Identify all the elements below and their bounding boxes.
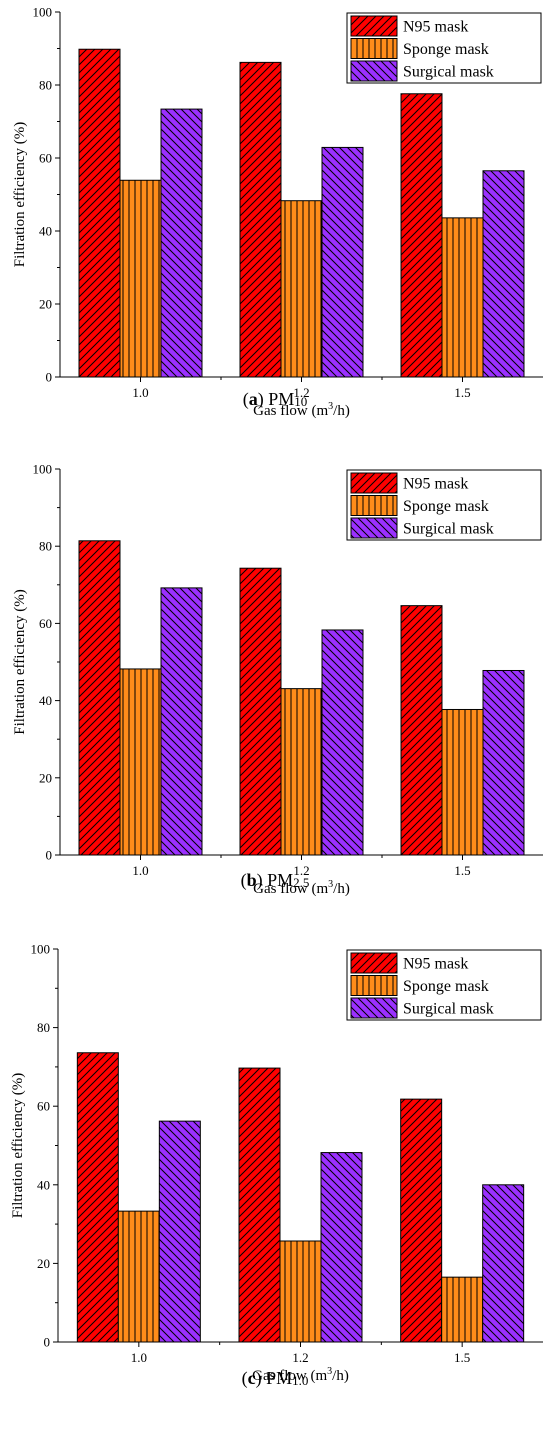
legend-label-surgical: Surgical mask — [403, 1001, 494, 1018]
legend-swatch-sponge — [350, 495, 398, 516]
y-axis-label: Filtration efficiency (%) — [12, 589, 28, 735]
legend-label-n95: N95 mask — [403, 19, 468, 36]
y-tick-label: 20 — [39, 297, 52, 312]
legend-label-sponge: Sponge mask — [403, 978, 489, 995]
legend-label-sponge: Sponge mask — [403, 41, 489, 58]
legend-swatch-sponge — [350, 975, 398, 996]
bar-sponge-2 — [279, 1240, 322, 1343]
bar-surgical-3 — [482, 170, 525, 378]
bar-sponge-3 — [441, 1276, 484, 1343]
legend: N95 mask Sponge mask Surgical mask — [346, 12, 542, 84]
bar-n95-3 — [400, 1098, 443, 1343]
y-tick-label: 80 — [39, 78, 52, 93]
y-tick-label: 0 — [44, 1335, 51, 1350]
bar-sponge-1 — [117, 1210, 160, 1343]
bar-n95-2 — [238, 1067, 281, 1343]
legend-swatch-n95 — [350, 952, 398, 974]
legend-label-surgical: Surgical mask — [403, 521, 494, 538]
x-axis-label: Gas flow (m3/h) — [253, 879, 350, 897]
y-tick-label: 80 — [37, 1020, 50, 1035]
y-tick-label: 40 — [37, 1177, 50, 1192]
x-tick-label: 1.5 — [454, 1350, 470, 1365]
x-tick-label: 1.0 — [132, 385, 148, 400]
panel-caption: (c) PM1.0 — [242, 1368, 309, 1389]
bar-sponge-3 — [441, 217, 484, 378]
bar-surgical-2 — [320, 1152, 363, 1343]
bar-sponge-3 — [441, 708, 484, 856]
y-tick-label: 100 — [33, 462, 53, 477]
bar-n95-3 — [400, 93, 443, 378]
y-tick-label: 0 — [46, 848, 53, 863]
legend-swatch-surgical — [350, 997, 398, 1019]
y-tick-label: 40 — [39, 224, 52, 239]
chart-c: 0 20 40 60 80 100 1.0 1.2 1.5 Gas flow (m3/h) Filt… — [10, 942, 543, 1389]
y-tick-label: 100 — [31, 942, 51, 957]
bar-surgical-2 — [321, 629, 364, 856]
panel-caption: (a) PM10 — [243, 389, 308, 410]
legend-label-n95: N95 mask — [403, 476, 468, 493]
bar-sponge-2 — [280, 688, 323, 856]
bar-sponge-1 — [119, 668, 162, 856]
y-axis-label: Filtration efficiency (%) — [10, 1073, 26, 1219]
legend-swatch-surgical — [350, 517, 398, 539]
x-tick-label: 1.0 — [132, 863, 148, 878]
chart-a: 0 20 40 60 80 100 1.0 1.2 1.5 Gas flow (m3/h) Filt… — [12, 5, 543, 419]
bar-surgical-3 — [482, 1184, 525, 1343]
panel-caption: (b) PM2.5 — [241, 870, 310, 891]
y-tick-label: 0 — [46, 370, 53, 385]
bar-surgical-3 — [482, 669, 525, 856]
bar-surgical-1 — [158, 1120, 201, 1343]
legend-swatch-surgical — [350, 60, 398, 82]
bar-n95-2 — [239, 567, 282, 856]
x-tick-label: 1.2 — [293, 385, 309, 400]
x-tick-label: 1.2 — [292, 1350, 308, 1365]
charts-container: 0 20 40 60 80 100 1.0 1.2 1.5 Gas flow (m3/h) Filt… — [10, 5, 543, 1389]
y-tick-label: 80 — [39, 539, 52, 554]
y-tick-label: 100 — [33, 5, 53, 20]
legend-swatch-sponge — [350, 38, 398, 59]
bar-surgical-1 — [160, 108, 203, 378]
legend-label-n95: N95 mask — [403, 956, 468, 973]
bar-sponge-1 — [119, 179, 162, 378]
y-axis-label: Filtration efficiency (%) — [12, 122, 28, 268]
y-tick-label: 40 — [39, 693, 52, 708]
x-tick-label: 1.5 — [454, 863, 470, 878]
bar-n95-1 — [78, 540, 121, 856]
y-tick-label: 60 — [39, 151, 52, 166]
x-tick-label: 1.0 — [131, 1350, 147, 1365]
bar-n95-2 — [239, 61, 282, 378]
legend-label-surgical: Surgical mask — [403, 64, 494, 81]
y-tick-label: 20 — [37, 1256, 50, 1271]
bar-n95-1 — [78, 48, 121, 378]
x-tick-label: 1.5 — [454, 385, 470, 400]
x-axis-label: Gas flow (m3/h) — [252, 1366, 349, 1384]
y-tick-label: 60 — [37, 1099, 50, 1114]
bar-n95-3 — [400, 605, 443, 856]
bar-surgical-1 — [160, 587, 203, 856]
legend: N95 mask Sponge mask Surgical mask — [346, 469, 542, 541]
x-tick-label: 1.2 — [293, 863, 309, 878]
legend-swatch-n95 — [350, 15, 398, 37]
legend: N95 mask Sponge mask Surgical mask — [346, 949, 542, 1021]
bar-sponge-2 — [280, 200, 323, 378]
legend-label-sponge: Sponge mask — [403, 498, 489, 515]
bar-n95-1 — [76, 1052, 119, 1343]
x-axis-label: Gas flow (m3/h) — [253, 401, 350, 419]
legend-swatch-n95 — [350, 472, 398, 494]
chart-b: 0 20 40 60 80 100 1.0 1.2 1.5 Gas flow (m3/h) Filt… — [12, 462, 543, 897]
bar-surgical-2 — [321, 146, 364, 378]
y-tick-label: 20 — [39, 770, 52, 785]
y-tick-label: 60 — [39, 616, 52, 631]
